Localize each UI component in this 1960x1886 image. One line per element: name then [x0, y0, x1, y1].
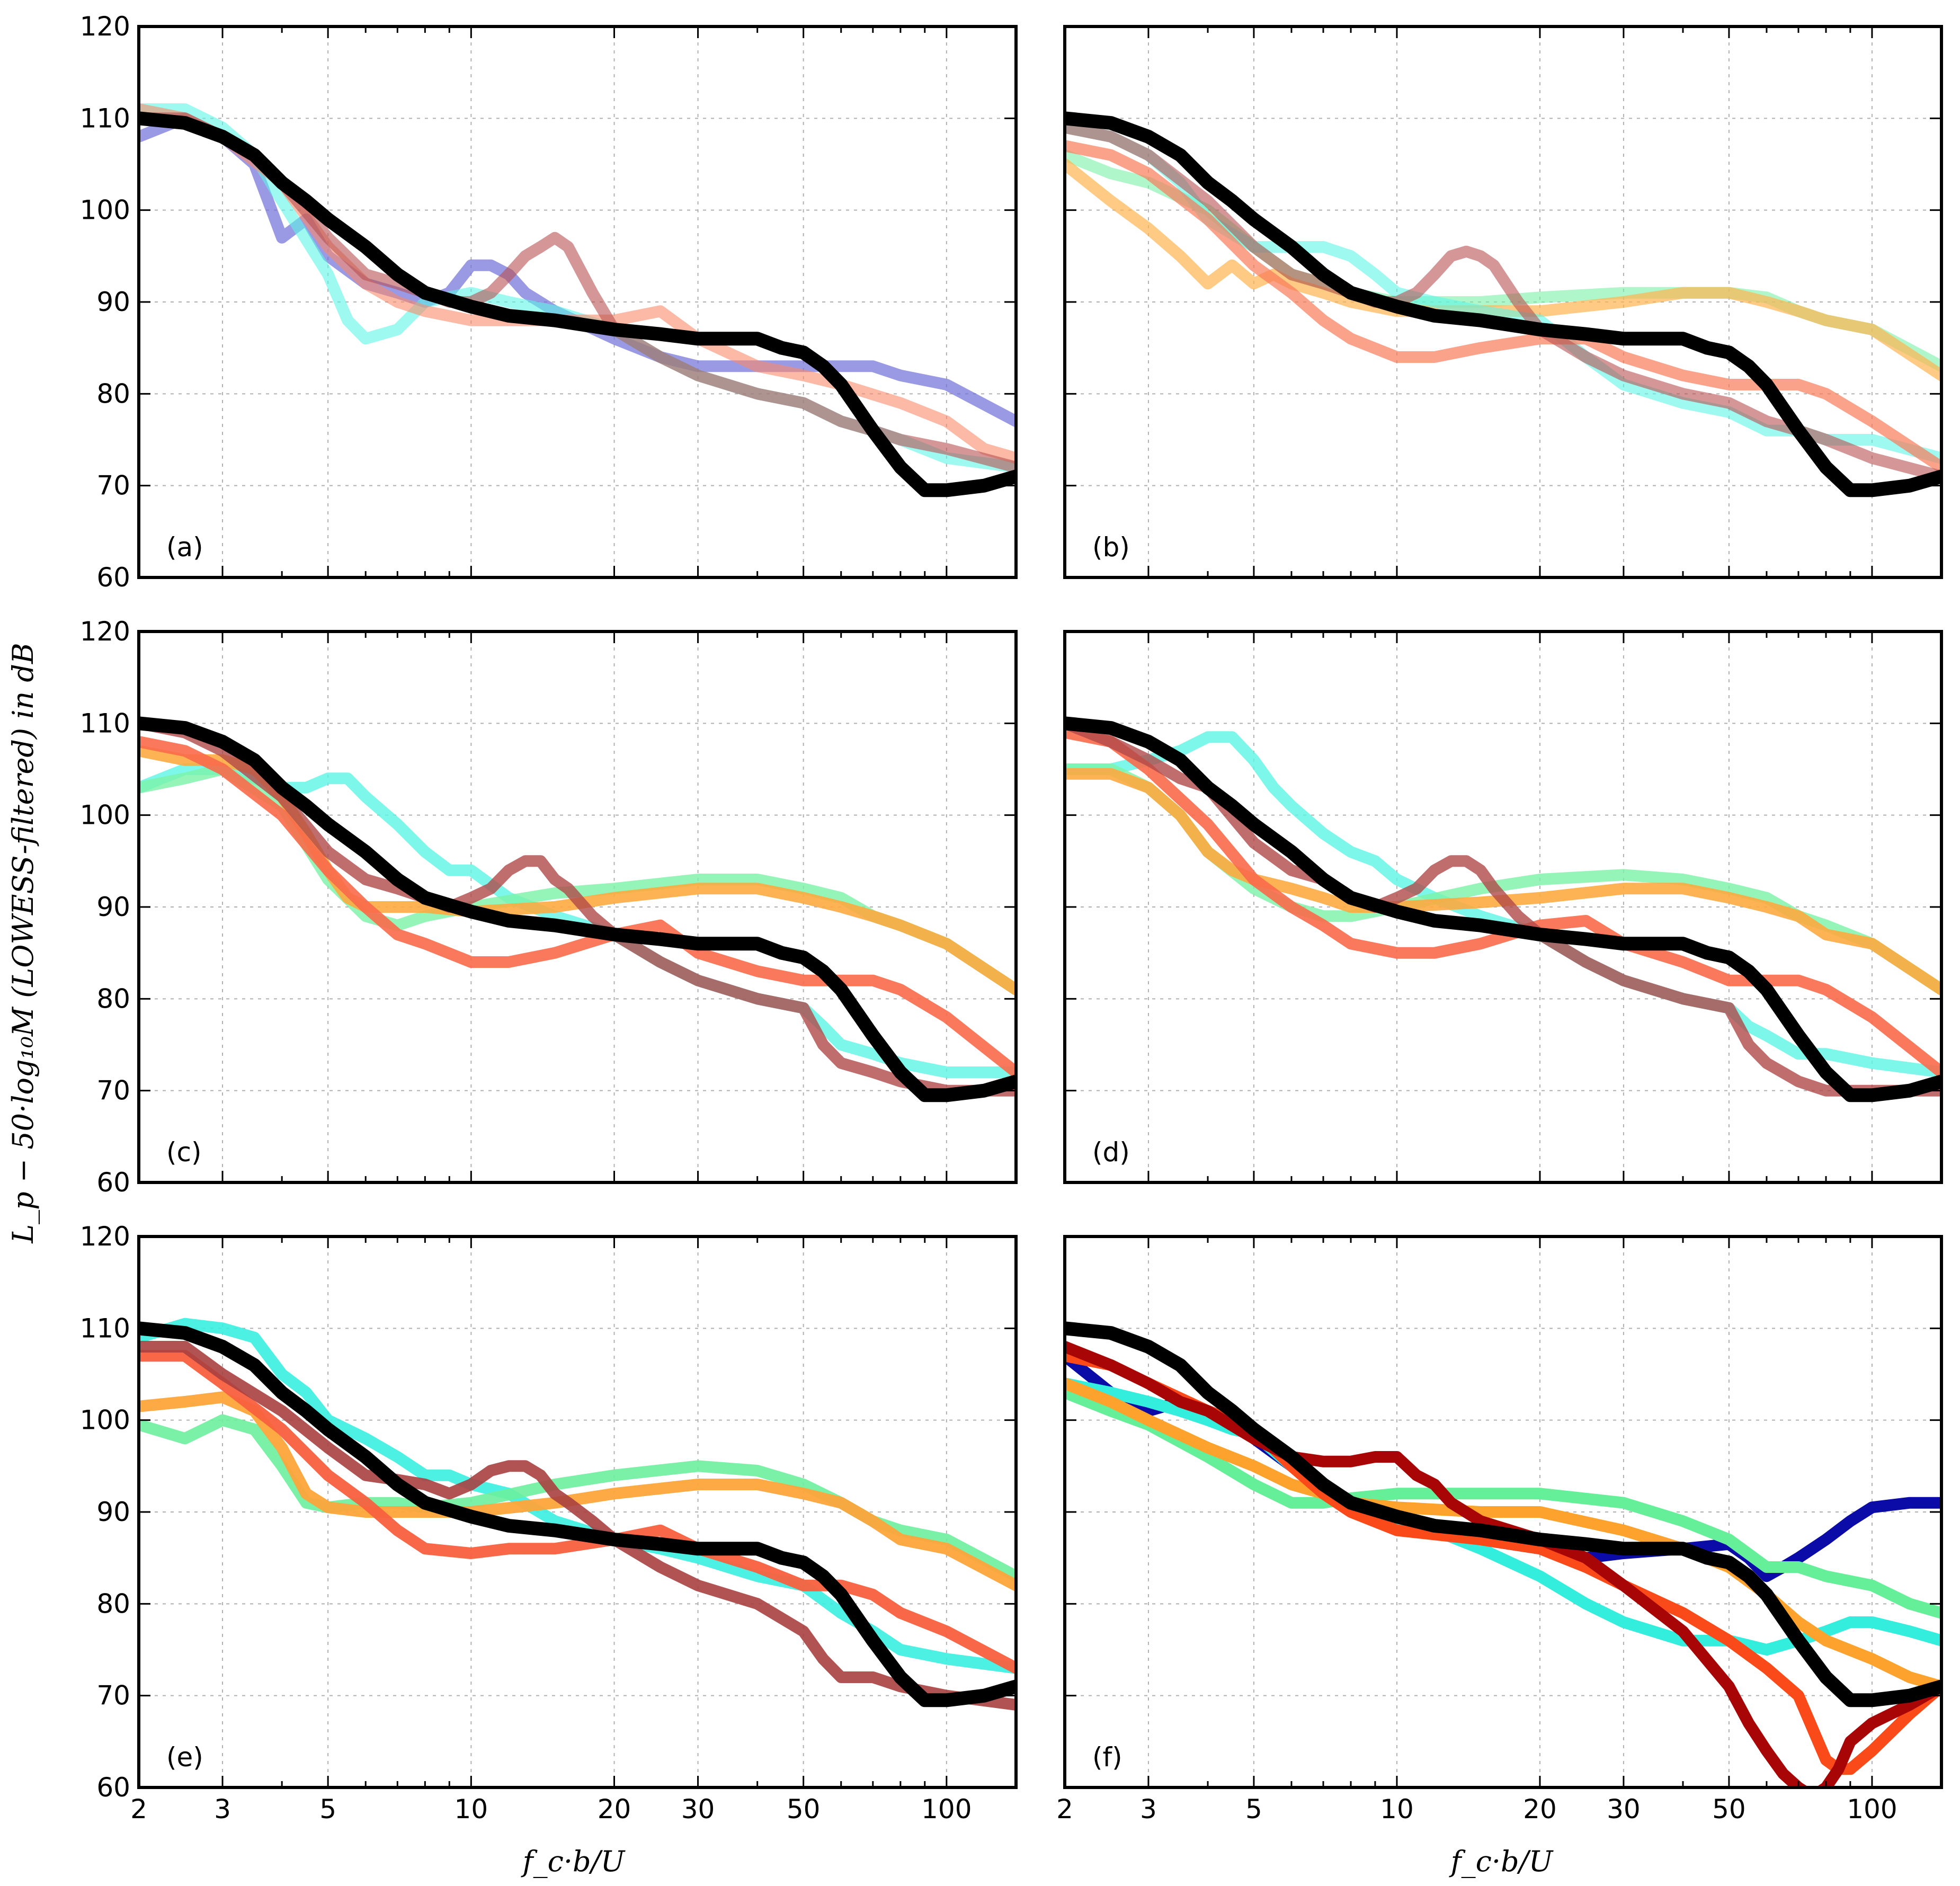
y-tick-label-c-4: 100 [80, 800, 130, 831]
chart-panel-c: 60 70 80 90 100 110 120 (c) [80, 616, 1018, 1198]
plot-frame-c [137, 630, 1018, 1184]
y-axis-label: L_p − 50·log₁₀M (LOWESS-filtered) in dB [6, 643, 40, 1243]
y-tick-label-e-0: 60 [96, 1772, 130, 1803]
ticks-a: 60 70 80 90 100 110 120 [80, 11, 1016, 593]
series-line-b-darkred [1065, 121, 1941, 483]
x-tick-label-e-3: 10 [455, 1794, 488, 1825]
series-line-c-salmon [139, 736, 1016, 1078]
x-tick-label-e-6: 50 [787, 1794, 821, 1825]
x-axis-label-right: f_c·b/U [1449, 1845, 1554, 1878]
x-tick-label-f-1: 3 [1140, 1794, 1157, 1825]
series-line-d-black [1065, 716, 1941, 1102]
panel-label-e: (e) [166, 1742, 203, 1773]
series-group-a [139, 103, 1016, 497]
x-tick-label-e-0: 2 [130, 1794, 147, 1825]
chart-panel-e: 2 3 5 10 20 30 50 100 60 70 80 90 100 110 120 (e) [80, 1221, 1018, 1825]
panel-label-d: (d) [1092, 1137, 1130, 1168]
x-tick-label-e-2: 5 [319, 1794, 336, 1825]
x-axis-label-left: f_c·b/U [521, 1845, 626, 1878]
x-tick-label-e-5: 30 [681, 1794, 715, 1825]
y-tick-label-e-6: 120 [80, 1221, 130, 1252]
series-line-e-salmon [139, 1350, 1016, 1674]
x-tick-label-f-5: 30 [1607, 1794, 1641, 1825]
y-tick-label-c-2: 80 [96, 983, 130, 1014]
series-line-f-green [1065, 1386, 1941, 1619]
x-tick-label-e-4: 20 [598, 1794, 631, 1825]
series-line-f-orange [1065, 1377, 1941, 1693]
x-tick-label-f-4: 20 [1523, 1794, 1557, 1825]
y-tick-label-a-5: 110 [80, 103, 130, 134]
y-tick-label-e-1: 70 [96, 1680, 130, 1711]
chart-panel-a: 60 70 80 90 100 110 120 (a) [80, 11, 1018, 593]
series-group-b [1065, 111, 1941, 497]
ticks-e: 2 3 5 10 20 30 50 100 60 70 80 90 100 110 120 [80, 1221, 1016, 1825]
plot-frame-e [137, 1235, 1018, 1789]
chart-panel-d: (d) [1063, 630, 1943, 1184]
x-tick-label-f-3: 10 [1380, 1794, 1414, 1825]
series-group-c [139, 716, 1016, 1102]
panel-label-a: (a) [166, 532, 203, 563]
series-group-e [139, 1318, 1016, 1711]
y-tick-label-a-3: 90 [96, 287, 130, 317]
x-tick-label-e-7: 100 [921, 1794, 972, 1825]
y-tick-label-c-3: 90 [96, 892, 130, 922]
series-line-a-darkred [139, 112, 1016, 473]
y-tick-label-e-4: 100 [80, 1405, 130, 1436]
y-tick-label-a-0: 60 [96, 562, 130, 593]
ticks-c: 60 70 80 90 100 110 120 [80, 616, 1016, 1198]
series-line-c-black [139, 716, 1016, 1102]
plot-frame-b [1063, 25, 1943, 579]
y-tick-label-a-1: 70 [96, 470, 130, 501]
y-tick-label-a-6: 120 [80, 11, 130, 42]
y-tick-label-c-5: 110 [80, 708, 130, 739]
series-line-d-salmon [1065, 726, 1941, 1078]
y-tick-label-e-2: 80 [96, 1588, 130, 1619]
y-tick-label-a-4: 100 [80, 195, 130, 226]
y-tick-label-e-3: 90 [96, 1497, 130, 1527]
series-line-e-black [139, 1321, 1016, 1707]
series-line-f-black [1065, 1321, 1941, 1707]
y-tick-label-c-1: 70 [96, 1075, 130, 1106]
panel-label-b: (b) [1092, 532, 1130, 563]
series-line-a-black [139, 111, 1016, 497]
x-tick-label-f-6: 50 [1712, 1794, 1746, 1825]
series-group-d [1065, 716, 1941, 1102]
series-line-b-black [1065, 111, 1941, 497]
x-tick-label-f-0: 2 [1056, 1794, 1073, 1825]
chart-panel-b: (b) [1063, 25, 1943, 579]
x-tick-label-f-7: 100 [1847, 1794, 1897, 1825]
panel-label-c: (c) [166, 1137, 202, 1168]
series-line-a-blue [139, 112, 1016, 428]
panel-label-f: (f) [1092, 1742, 1122, 1773]
y-tick-label-c-0: 60 [96, 1167, 130, 1198]
series-line-c-darkred [139, 717, 1016, 1097]
series-line-f-cyan [1065, 1377, 1941, 1656]
y-tick-label-c-6: 120 [80, 616, 130, 647]
plot-frame-a [137, 25, 1018, 579]
series-line-d-darkred [1065, 717, 1941, 1097]
x-tick-label-e-1: 3 [214, 1794, 231, 1825]
series-line-e-darkred [139, 1341, 1016, 1711]
series-line-b-salmon [1065, 140, 1941, 473]
series-group-f [1065, 1321, 1941, 1787]
x-tick-label-f-2: 5 [1245, 1794, 1262, 1825]
series-line-e-cyan [139, 1318, 1016, 1674]
plot-frame-d [1063, 630, 1943, 1184]
plot-frame-f [1063, 1235, 1943, 1789]
y-tick-label-a-2: 80 [96, 378, 130, 409]
y-tick-label-e-5: 110 [80, 1313, 130, 1344]
chart-panel-f: 2 3 5 10 20 30 50 100 (f) [1056, 1235, 1943, 1825]
